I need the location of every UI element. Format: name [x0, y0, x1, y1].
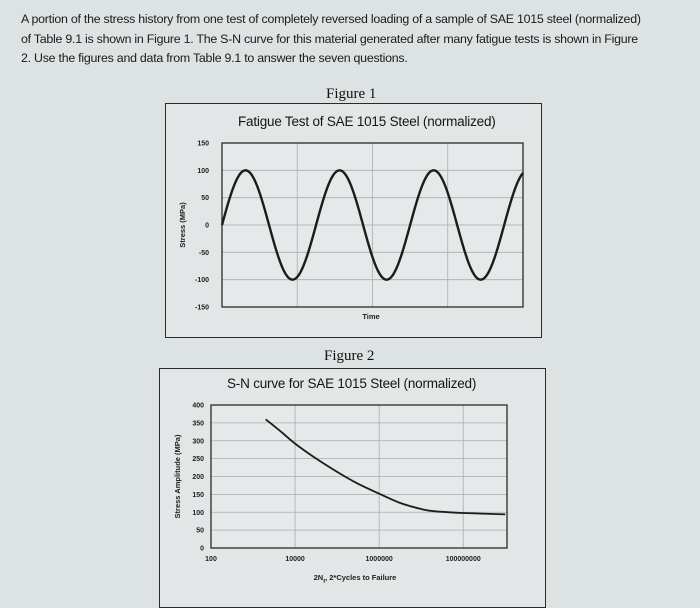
- x-tick-label: 100: [205, 556, 217, 563]
- plot-border: [210, 404, 508, 549]
- y-tick-label: 100: [192, 510, 204, 517]
- y-tick-label: 150: [192, 492, 204, 499]
- y-tick-label: 400: [192, 403, 204, 410]
- figure-2-label: Figure 2: [324, 348, 375, 364]
- stress-time-plot: 150 100 50 0 -50 -100 -150 Stress (MPa) Time: [178, 141, 524, 321]
- x-tick-label: 10000: [285, 556, 305, 563]
- stress-curve: [220, 169, 524, 281]
- y-axis-label: Stress (MPa): [178, 202, 187, 248]
- x-tick-label: 100000000: [446, 556, 481, 563]
- y-tick-label: -150: [195, 305, 209, 312]
- y-tick-label: 0: [200, 546, 204, 553]
- sn-curve: [265, 418, 506, 516]
- problem-line-2: of Table 9.1 is shown in Figure 1. The S…: [21, 31, 638, 46]
- y-tick-label: 300: [192, 438, 204, 445]
- y-axis-label: Stress Amplitude (MPa): [173, 434, 182, 518]
- problem-statement: A portion of the stress history from one…: [21, 10, 693, 69]
- figure-2-title: S-N curve for SAE 1015 Steel (normalized…: [227, 376, 477, 391]
- problem-line-1: A portion of the stress history from one…: [21, 12, 641, 26]
- y-tick-label: 200: [192, 474, 204, 481]
- y-tick-label: 0: [205, 223, 209, 230]
- x-axis-label: 2Nf, 2*Cycles to Failure: [314, 573, 397, 585]
- problem-line-3: 2. Use the figures and data from Table 9…: [21, 51, 408, 65]
- x-tick-label: 1000000: [366, 556, 393, 563]
- y-tick-label: 250: [192, 456, 204, 463]
- figure-1-title: Fatigue Test of SAE 1015 Steel (normaliz…: [238, 114, 496, 129]
- figure-1-label: Figure 1: [326, 86, 377, 102]
- y-tick-label: 150: [197, 141, 209, 148]
- y-tick-label: 50: [196, 528, 204, 535]
- y-tick-label: -50: [199, 250, 209, 257]
- y-tick-label: 350: [192, 420, 204, 427]
- y-tick-label: 100: [197, 168, 209, 175]
- x-axis-label: Time: [362, 312, 379, 321]
- y-tick-label: 50: [201, 195, 209, 202]
- y-tick-label: -100: [195, 277, 209, 284]
